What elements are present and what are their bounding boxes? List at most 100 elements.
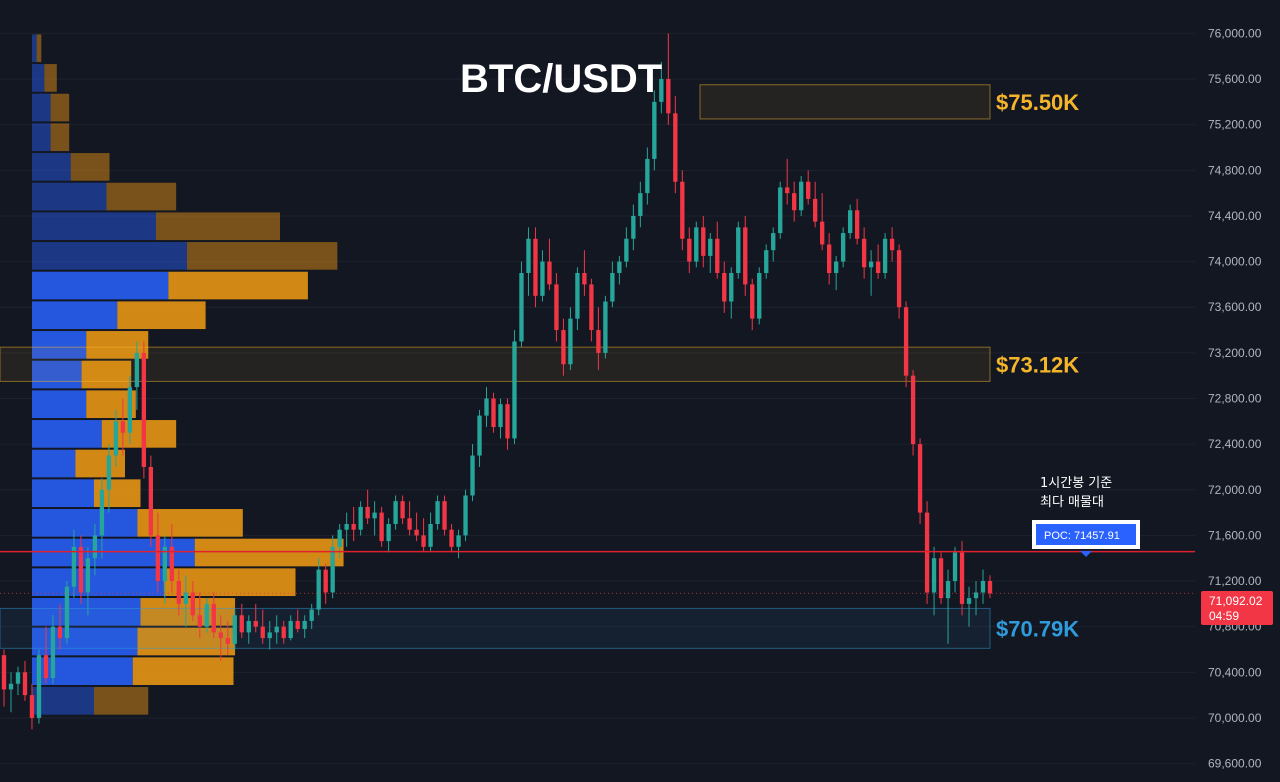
candle-body[interactable] <box>526 238 531 273</box>
candle-body[interactable] <box>43 655 49 679</box>
candle-body[interactable] <box>365 506 370 519</box>
candle-body[interactable] <box>764 250 769 273</box>
candle-body[interactable] <box>931 558 937 593</box>
candle-body[interactable] <box>393 501 398 524</box>
candle-body[interactable] <box>211 603 216 633</box>
candle-body[interactable] <box>92 535 98 559</box>
candle-body[interactable] <box>316 569 321 610</box>
candle-body[interactable] <box>826 244 832 273</box>
candle-body[interactable] <box>575 273 580 319</box>
candle-body[interactable] <box>274 626 279 633</box>
candle-body[interactable] <box>659 79 664 102</box>
candle-body[interactable] <box>99 489 105 536</box>
candle-body[interactable] <box>113 421 119 456</box>
candle-body[interactable] <box>57 626 63 639</box>
candle-body[interactable] <box>938 558 944 599</box>
candle-body[interactable] <box>197 615 202 627</box>
candle-body[interactable] <box>267 632 272 639</box>
candle-body[interactable] <box>910 375 916 445</box>
candle-body[interactable] <box>617 261 622 273</box>
candlestick-series[interactable] <box>0 33 1195 730</box>
candle-body[interactable] <box>729 273 734 302</box>
candle-body[interactable] <box>477 415 482 456</box>
candle-body[interactable] <box>952 552 958 582</box>
candle-body[interactable] <box>407 518 412 530</box>
candle-body[interactable] <box>820 221 825 245</box>
candle-body[interactable] <box>379 512 384 542</box>
candle-body[interactable] <box>596 330 601 353</box>
candle-body[interactable] <box>64 586 70 639</box>
candle-body[interactable] <box>813 198 818 222</box>
candle-body[interactable] <box>323 569 328 593</box>
candle-body[interactable] <box>491 398 496 428</box>
candle-body[interactable] <box>470 455 475 496</box>
candle-body[interactable] <box>36 655 42 718</box>
candle-body[interactable] <box>71 546 77 587</box>
candle-body[interactable] <box>505 404 510 439</box>
candle-body[interactable] <box>694 227 699 262</box>
candle-body[interactable] <box>337 529 342 547</box>
candle-body[interactable] <box>715 238 720 273</box>
candle-body[interactable] <box>987 581 993 594</box>
price-axis[interactable]: 76,000.00 75,600.00 75,200.00 74,800.00 74,4… <box>1208 26 1262 770</box>
candle-body[interactable] <box>945 581 951 599</box>
candle-body[interactable] <box>973 592 979 599</box>
candle-body[interactable] <box>176 581 181 604</box>
candle-body[interactable] <box>162 546 168 582</box>
candle-body[interactable] <box>568 318 573 365</box>
candle-body[interactable] <box>701 227 706 256</box>
candle-body[interactable] <box>400 501 405 519</box>
candle-body[interactable] <box>519 273 524 342</box>
candle-body[interactable] <box>183 592 188 604</box>
candle-body[interactable] <box>498 404 503 428</box>
candle-body[interactable] <box>533 238 538 296</box>
candle-body[interactable] <box>778 187 783 234</box>
candle-body[interactable] <box>218 632 223 639</box>
candle-body[interactable] <box>204 603 209 627</box>
candle-body[interactable] <box>924 512 930 593</box>
candle-body[interactable] <box>903 307 909 376</box>
candle-body[interactable] <box>309 609 314 621</box>
candle-body[interactable] <box>868 261 874 268</box>
candle-body[interactable] <box>771 233 776 251</box>
candle-body[interactable] <box>840 233 846 262</box>
candle-body[interactable] <box>281 626 286 639</box>
candle-body[interactable] <box>582 273 587 285</box>
candle-body[interactable] <box>624 238 629 262</box>
candle-body[interactable] <box>673 113 678 182</box>
candle-body[interactable] <box>966 598 972 604</box>
candle-body[interactable] <box>22 672 28 696</box>
candle-body[interactable] <box>141 352 147 467</box>
candle-body[interactable] <box>959 552 965 604</box>
candle-body[interactable] <box>547 261 552 285</box>
candle-body[interactable] <box>106 455 112 490</box>
candle-body[interactable] <box>358 506 363 530</box>
candle-body[interactable] <box>351 524 356 530</box>
candle-body[interactable] <box>638 193 643 216</box>
candle-body[interactable] <box>750 284 755 319</box>
candle-body[interactable] <box>540 261 545 296</box>
candle-body[interactable] <box>875 261 881 273</box>
candle-body[interactable] <box>589 284 594 331</box>
candle-body[interactable] <box>260 626 265 639</box>
candle-body[interactable] <box>631 215 636 239</box>
candle-body[interactable] <box>917 444 923 513</box>
candle-body[interactable] <box>302 620 307 629</box>
candle-body[interactable] <box>155 535 161 582</box>
candle-body[interactable] <box>288 620 293 639</box>
candle-body[interactable] <box>687 238 692 262</box>
candle-body[interactable] <box>253 620 258 627</box>
candle-body[interactable] <box>561 330 566 365</box>
candle-body[interactable] <box>847 210 853 234</box>
candle-body[interactable] <box>225 638 230 644</box>
candle-body[interactable] <box>372 512 377 519</box>
candle-body[interactable] <box>134 352 140 388</box>
candle-body[interactable] <box>232 615 237 644</box>
candle-body[interactable] <box>512 341 517 439</box>
candle-body[interactable] <box>127 387 133 433</box>
candle-body[interactable] <box>980 581 986 593</box>
candle-body[interactable] <box>414 529 419 536</box>
candle-body[interactable] <box>78 546 84 593</box>
candle-body[interactable] <box>15 672 21 684</box>
